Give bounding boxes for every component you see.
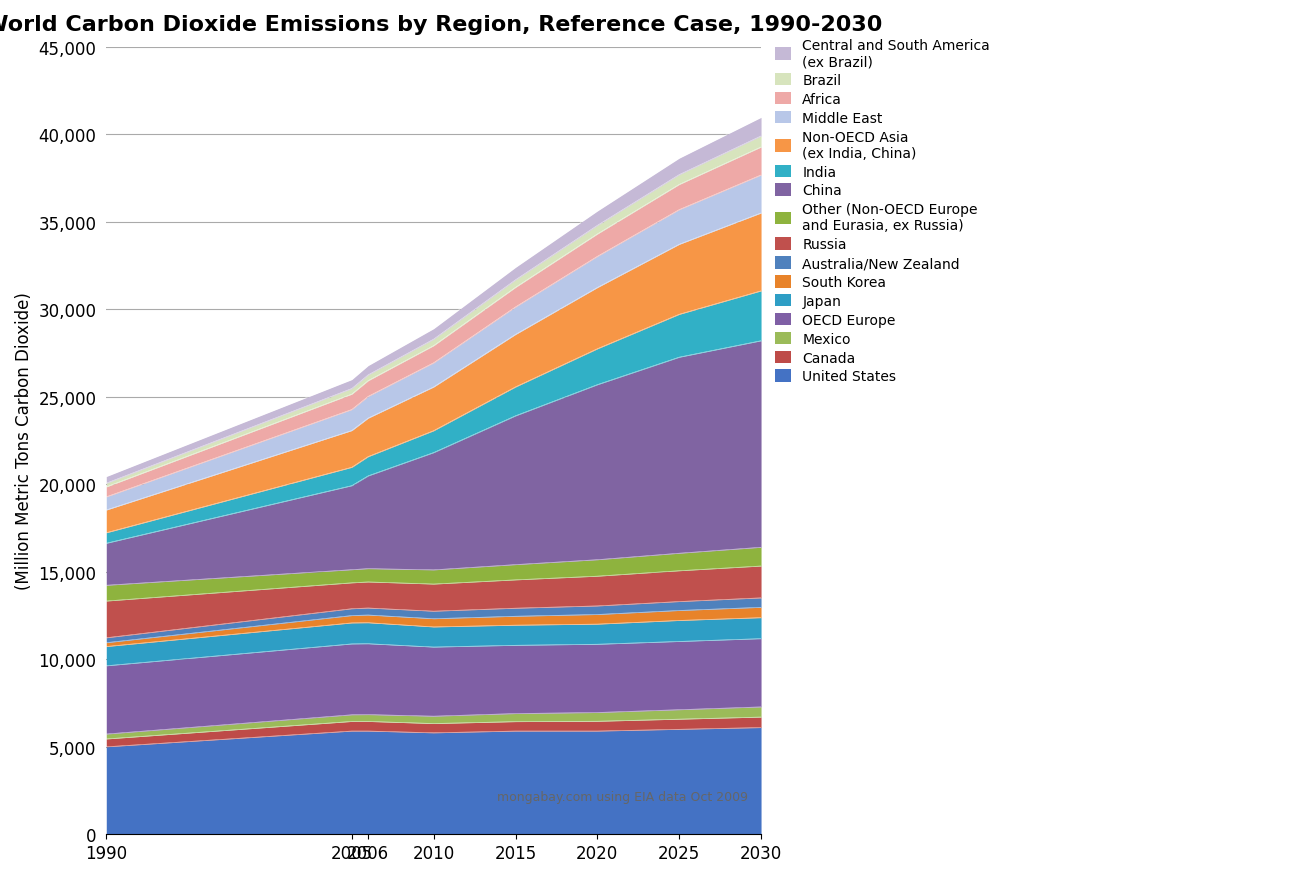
Title: World Carbon Dioxide Emissions by Region, Reference Case, 1990-2030: World Carbon Dioxide Emissions by Region… (0, 15, 883, 35)
Text: mongabay.com using EIA data Oct 2009: mongabay.com using EIA data Oct 2009 (497, 790, 747, 802)
Y-axis label: (Million Metric Tons Carbon Dioxide): (Million Metric Tons Carbon Dioxide) (16, 292, 34, 589)
Legend: Central and South America
(ex Brazil), Brazil, Africa, Middle East, Non-OECD Asi: Central and South America (ex Brazil), B… (775, 39, 990, 384)
